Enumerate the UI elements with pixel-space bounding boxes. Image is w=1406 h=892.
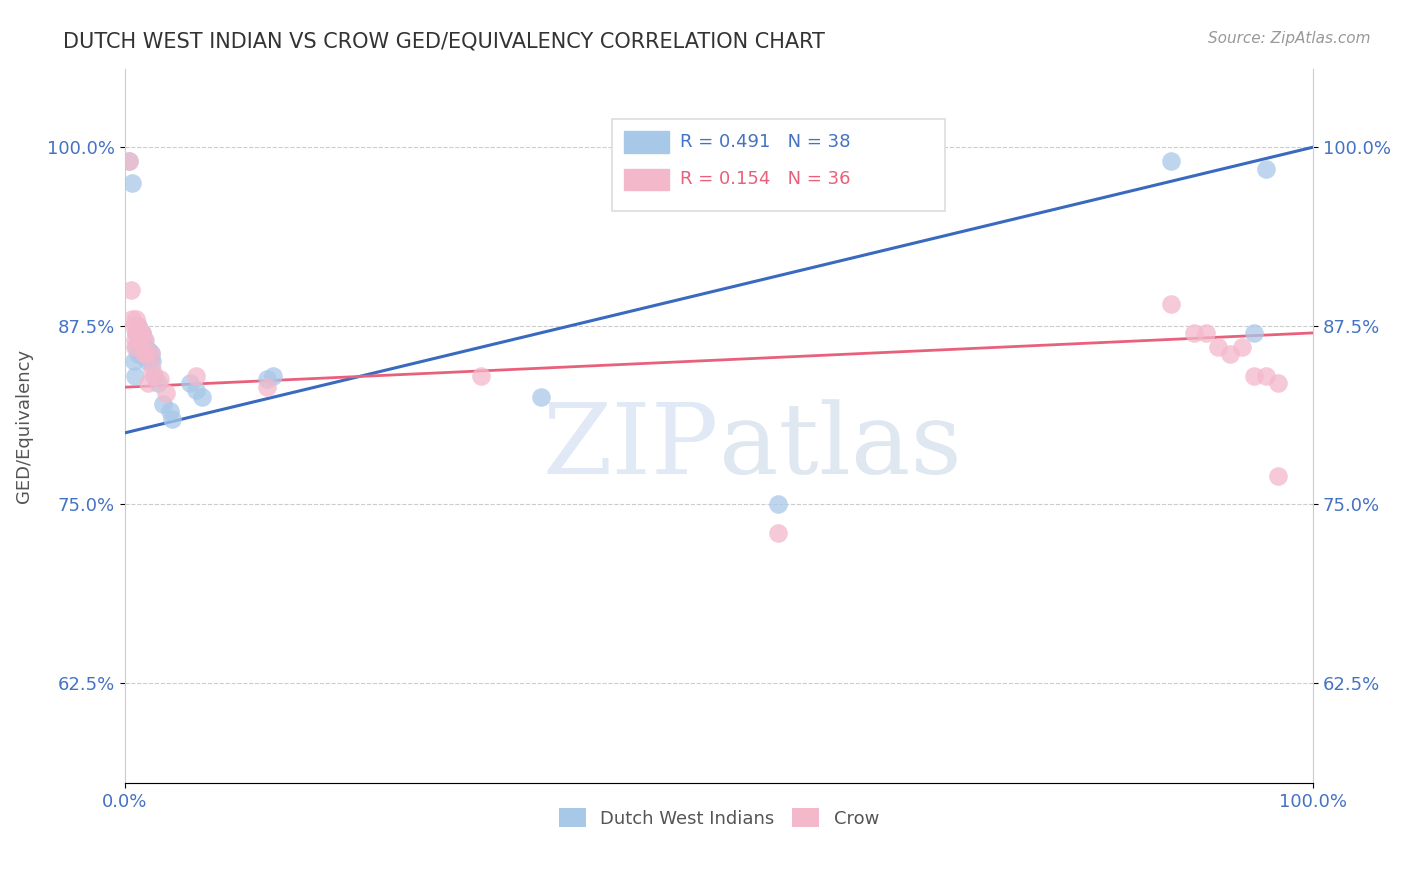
Text: ZIP: ZIP bbox=[543, 400, 718, 495]
Point bbox=[118, 154, 141, 169]
Point bbox=[139, 346, 162, 360]
Point bbox=[141, 354, 163, 368]
Point bbox=[129, 333, 152, 347]
Point bbox=[128, 340, 150, 354]
Point bbox=[1243, 368, 1265, 383]
Point bbox=[134, 340, 156, 354]
Point bbox=[1254, 368, 1277, 383]
Point bbox=[125, 340, 148, 354]
Point bbox=[470, 368, 492, 383]
Point bbox=[120, 283, 142, 297]
Point bbox=[124, 333, 146, 347]
Point bbox=[125, 326, 148, 340]
Point bbox=[160, 411, 183, 425]
Point bbox=[132, 347, 155, 361]
Point bbox=[530, 390, 553, 404]
Point bbox=[1184, 326, 1206, 340]
Point bbox=[768, 525, 790, 540]
Point bbox=[1267, 468, 1289, 483]
Point bbox=[128, 326, 150, 340]
Point bbox=[122, 354, 145, 368]
Point bbox=[141, 361, 163, 376]
Point bbox=[155, 385, 177, 400]
Point bbox=[184, 383, 207, 397]
Point bbox=[124, 340, 146, 354]
Point bbox=[179, 376, 201, 390]
Point bbox=[135, 347, 157, 361]
Point bbox=[136, 354, 159, 368]
Point bbox=[143, 368, 166, 383]
Point bbox=[1206, 340, 1229, 354]
Point bbox=[129, 340, 152, 354]
Text: R = 0.491   N = 38: R = 0.491 N = 38 bbox=[679, 133, 851, 151]
Legend: Dutch West Indians, Crow: Dutch West Indians, Crow bbox=[551, 801, 887, 835]
Point bbox=[1219, 347, 1241, 361]
Point bbox=[1267, 376, 1289, 390]
Point bbox=[131, 326, 153, 340]
Point bbox=[146, 376, 169, 390]
Point bbox=[125, 311, 148, 326]
Point bbox=[139, 347, 162, 361]
Point bbox=[152, 397, 174, 411]
FancyBboxPatch shape bbox=[612, 119, 945, 211]
Point bbox=[184, 368, 207, 383]
Point bbox=[1230, 340, 1253, 354]
Point bbox=[132, 347, 155, 361]
Point bbox=[135, 347, 157, 361]
Point bbox=[191, 390, 214, 404]
Point bbox=[128, 333, 150, 347]
Point bbox=[121, 176, 143, 190]
Point bbox=[1243, 326, 1265, 340]
Text: atlas: atlas bbox=[718, 400, 962, 495]
FancyBboxPatch shape bbox=[624, 169, 669, 190]
Point bbox=[149, 371, 172, 385]
Point bbox=[125, 326, 148, 340]
Point bbox=[132, 333, 155, 347]
Text: DUTCH WEST INDIAN VS CROW GED/EQUIVALENCY CORRELATION CHART: DUTCH WEST INDIAN VS CROW GED/EQUIVALENC… bbox=[63, 31, 825, 51]
Point bbox=[131, 347, 153, 361]
Point bbox=[127, 347, 149, 361]
Point bbox=[127, 318, 149, 333]
Text: Source: ZipAtlas.com: Source: ZipAtlas.com bbox=[1208, 31, 1371, 46]
Point bbox=[256, 371, 278, 385]
Point bbox=[1160, 297, 1182, 311]
Point bbox=[138, 351, 160, 366]
Point bbox=[129, 326, 152, 340]
Point bbox=[129, 340, 152, 354]
Point bbox=[124, 368, 146, 383]
Point bbox=[143, 368, 166, 383]
Point bbox=[127, 318, 149, 333]
Y-axis label: GED/Equivalency: GED/Equivalency bbox=[15, 349, 32, 503]
Point bbox=[138, 376, 160, 390]
Point bbox=[131, 326, 153, 340]
Point bbox=[256, 380, 278, 394]
Point bbox=[1195, 326, 1218, 340]
Text: R = 0.154   N = 36: R = 0.154 N = 36 bbox=[679, 170, 851, 188]
Point bbox=[1254, 161, 1277, 176]
Point bbox=[118, 154, 141, 169]
Point bbox=[121, 311, 143, 326]
Point bbox=[134, 333, 156, 347]
Point bbox=[122, 318, 145, 333]
Point bbox=[768, 497, 790, 511]
FancyBboxPatch shape bbox=[624, 131, 669, 153]
Point bbox=[138, 343, 160, 357]
Point bbox=[262, 368, 284, 383]
Point bbox=[1160, 154, 1182, 169]
Point bbox=[159, 404, 181, 418]
